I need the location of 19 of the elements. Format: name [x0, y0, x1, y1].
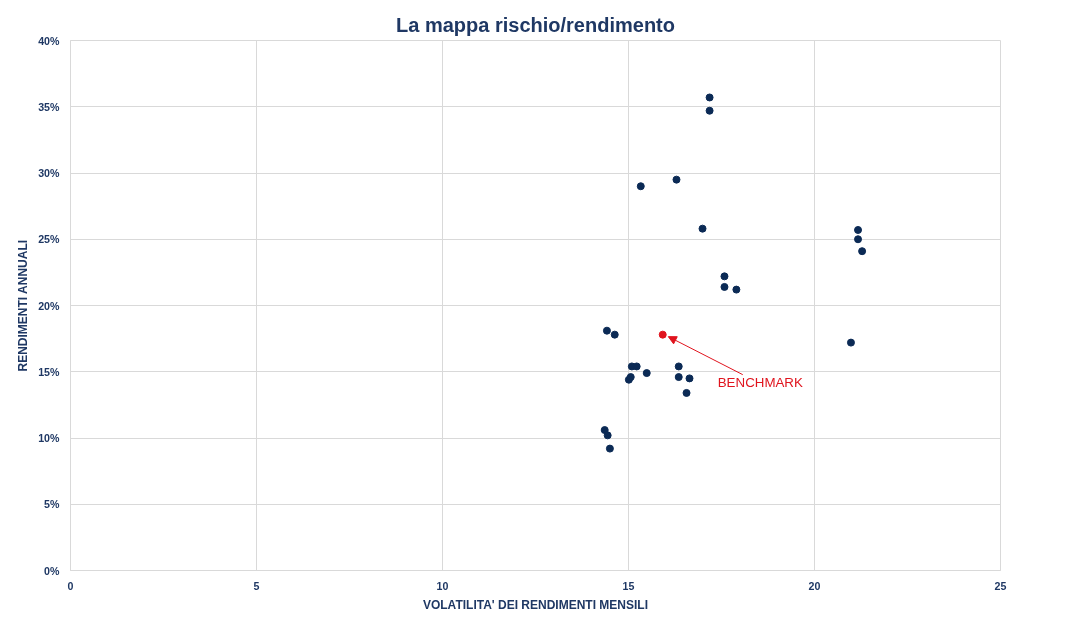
y-tick-label: 15%	[38, 365, 61, 378]
y-tick-label: 35%	[38, 100, 61, 113]
y-axis-title: RENDIMENTI ANNUALI	[16, 239, 31, 372]
x-tick-label: 10	[436, 579, 449, 592]
x-tick-label: 15	[622, 579, 635, 592]
x-tick-label: 25	[994, 579, 1007, 592]
x-axis-title: VOLATILITA' DEI RENDIMENTI MENSILI	[422, 597, 649, 612]
x-tick-label: 20	[808, 579, 821, 592]
y-tick-label: 10%	[38, 432, 61, 444]
chart-title: La mappa rischio/rendimento	[396, 13, 675, 36]
y-tick-label: 30%	[38, 167, 61, 179]
y-tick-label: 0%	[44, 564, 61, 577]
y-tick-label: 40%	[38, 34, 61, 47]
y-tick-label: 20%	[38, 299, 61, 312]
x-tick-label: 5	[253, 579, 260, 592]
y-tick-label: 25%	[38, 233, 61, 246]
x-tick-label: 0	[67, 579, 74, 592]
y-tick-label: 5%	[44, 498, 61, 511]
annotation: BENCHMARK	[717, 374, 803, 390]
